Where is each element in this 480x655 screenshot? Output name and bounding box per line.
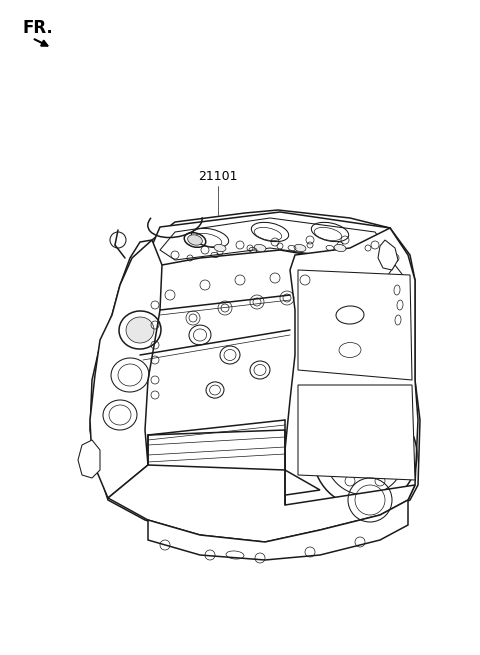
Text: FR.: FR. (22, 19, 53, 37)
Circle shape (353, 443, 377, 467)
Ellipse shape (126, 317, 154, 343)
Polygon shape (285, 228, 418, 530)
Text: 21101: 21101 (198, 170, 238, 183)
Polygon shape (148, 430, 320, 498)
Polygon shape (78, 440, 100, 478)
Polygon shape (160, 218, 392, 263)
Polygon shape (298, 270, 412, 380)
Polygon shape (108, 465, 415, 542)
Polygon shape (90, 240, 162, 498)
Ellipse shape (214, 244, 226, 252)
Ellipse shape (188, 234, 203, 245)
Polygon shape (380, 265, 408, 315)
Polygon shape (148, 212, 408, 268)
Ellipse shape (254, 244, 266, 252)
Polygon shape (148, 500, 408, 560)
Ellipse shape (294, 244, 306, 252)
Ellipse shape (334, 244, 346, 252)
Polygon shape (90, 210, 420, 540)
Polygon shape (298, 385, 415, 480)
Polygon shape (378, 240, 398, 270)
